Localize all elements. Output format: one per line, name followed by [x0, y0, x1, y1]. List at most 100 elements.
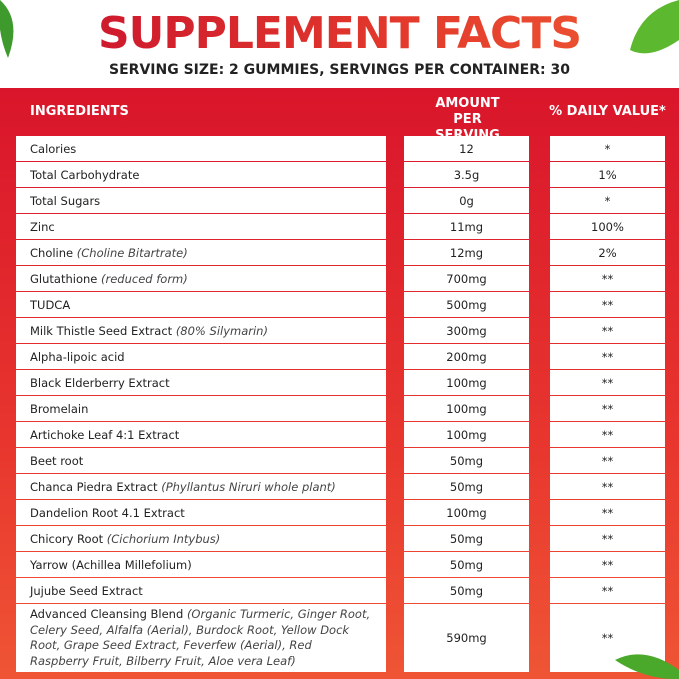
daily-value-cell: ** [550, 448, 665, 473]
ingredient-cell: Jujube Seed Extract [16, 578, 386, 603]
ingredient-cell: Total Carbohydrate [16, 162, 386, 187]
daily-value-cell: ** [550, 396, 665, 421]
amount: 50mg [449, 453, 484, 468]
ingredient-text: Beet root [30, 454, 83, 468]
daily-value-cell: ** [550, 266, 665, 291]
ingredient-name: Zinc [30, 219, 55, 234]
daily-value: ** [601, 401, 614, 416]
daily-value: ** [601, 531, 614, 546]
daily-value: 1% [598, 167, 617, 182]
amount-cell: 12 [404, 136, 529, 161]
amount-cell: 300mg [404, 318, 529, 343]
ingredient-text: TUDCA [30, 298, 70, 312]
ingredient-note: (reduced form) [101, 271, 188, 286]
amount: 700mg [446, 271, 487, 286]
ingredient-name: Total Carbohydrate [30, 167, 140, 182]
daily-value: ** [601, 479, 614, 494]
ingredient-name: Alpha-lipoic acid [30, 349, 125, 364]
daily-value: ** [601, 505, 614, 520]
amount-cell: 3.5g [404, 162, 529, 187]
ingredient-cell: Black Elderberry Extract [16, 370, 386, 395]
amount: 11mg [449, 219, 484, 234]
amount-cell: 11mg [404, 214, 529, 239]
ingredient-text: Advanced Cleansing Blend (Organic Turmer… [30, 607, 386, 669]
ingredient-cell: Artichoke Leaf 4:1 Extract [16, 422, 386, 447]
amount-cell: 590mg [404, 604, 529, 672]
ingredient-cell: Glutathione (reduced form) [16, 266, 386, 291]
ingredient-name: Chicory Root [30, 531, 104, 546]
amount-cell: 100mg [404, 500, 529, 525]
daily-value-cell: 2% [550, 240, 665, 265]
daily-value-cell: ** [550, 552, 665, 577]
ingredient-cell: Yarrow (Achillea Millefolium) [16, 552, 386, 577]
ingredient-text: Choline (Choline Bitartrate) [30, 246, 188, 260]
amount-cell: 500mg [404, 292, 529, 317]
ingredient-text: Alpha-lipoic acid [30, 350, 125, 364]
daily-value: 2% [598, 245, 617, 260]
ingredient-note: (Choline Bitartrate) [76, 245, 188, 260]
amount-cell: 0g [404, 188, 529, 213]
column-header: INGREDIENTS [30, 104, 129, 119]
ingredient-note: (Organic Turmeric, Ginger Root, Celery S… [30, 607, 371, 668]
ingredient-name: Yarrow (Achillea Millefolium) [30, 557, 192, 572]
daily-value: ** [601, 557, 614, 572]
ingredient-cell: Bromelain [16, 396, 386, 421]
amount-cell: 700mg [404, 266, 529, 291]
daily-value: * [604, 141, 611, 156]
amount: 12mg [449, 245, 484, 260]
amount: 50mg [449, 479, 484, 494]
ingredient-name: Advanced Cleansing Blend [30, 607, 184, 621]
ingredient-text: Yarrow (Achillea Millefolium) [30, 558, 192, 572]
daily-value-cell: ** [550, 578, 665, 603]
ingredient-name: Jujube Seed Extract [30, 583, 143, 598]
amount: 200mg [446, 349, 487, 364]
ingredient-name: Milk Thistle Seed Extract [30, 323, 173, 338]
ingredient-text: Zinc [30, 220, 55, 234]
ingredient-cell: Calories [16, 136, 386, 161]
ingredient-cell: Advanced Cleansing Blend (Organic Turmer… [16, 604, 386, 672]
amount-cell: 50mg [404, 474, 529, 499]
amount-cell: 50mg [404, 526, 529, 551]
daily-value: ** [601, 375, 614, 390]
ingredient-text: Bromelain [30, 402, 88, 416]
ingredient-name: Chanca Piedra Extract [30, 479, 158, 494]
leaf-decoration [0, 0, 14, 58]
amount: 12 [459, 141, 474, 156]
amount: 3.5g [453, 167, 480, 182]
amount: 590mg [446, 631, 487, 645]
column-header: % DAILY VALUE* [549, 104, 666, 119]
ingredient-text: Dandelion Root 4.1 Extract [30, 506, 185, 520]
ingredient-name: Glutathione [30, 271, 98, 286]
ingredient-name: Dandelion Root 4.1 Extract [30, 505, 185, 520]
ingredient-cell: Zinc [16, 214, 386, 239]
daily-value-cell: 100% [550, 214, 665, 239]
daily-value-cell: ** [550, 344, 665, 369]
ingredient-note: (Phyllantus Niruri whole plant) [161, 479, 336, 494]
ingredient-name: Bromelain [30, 401, 89, 416]
ingredient-cell: Total Sugars [16, 188, 386, 213]
amount-cell: 200mg [404, 344, 529, 369]
daily-value: ** [601, 427, 614, 442]
daily-value-cell: ** [550, 500, 665, 525]
ingredient-text: Calories [30, 142, 76, 156]
ingredient-name: Total Sugars [30, 193, 101, 208]
amount-cell: 100mg [404, 370, 529, 395]
daily-value-cell: * [550, 136, 665, 161]
daily-value-cell: ** [550, 474, 665, 499]
ingredient-cell: Chicory Root (Cichorium Intybus) [16, 526, 386, 551]
amount: 0g [459, 193, 474, 208]
leaf-decoration [615, 654, 679, 679]
daily-value: ** [601, 453, 614, 468]
amount: 50mg [449, 531, 484, 546]
daily-value: ** [601, 297, 614, 312]
ingredient-text: Chanca Piedra Extract (Phyllantus Niruri… [30, 480, 336, 494]
amount: 50mg [449, 583, 484, 598]
amount: 50mg [449, 557, 484, 572]
ingredient-name: Choline [30, 245, 74, 260]
ingredient-cell: Choline (Choline Bitartrate) [16, 240, 386, 265]
ingredient-text: Artichoke Leaf 4:1 Extract [30, 428, 179, 442]
amount: 100mg [446, 375, 487, 390]
daily-value-cell: 1% [550, 162, 665, 187]
title: SUPPLEMENT FACTS [0, 8, 679, 59]
